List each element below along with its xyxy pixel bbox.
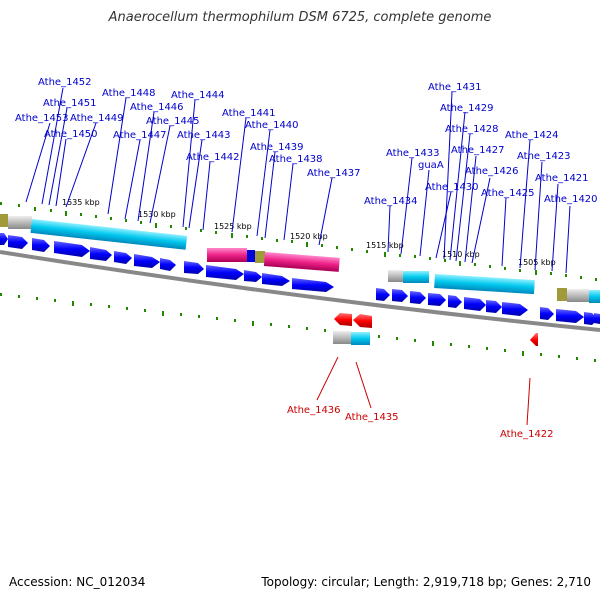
gene-label: Athe_1437 [307,168,361,179]
pseudo-feature [388,270,403,282]
forward-gene-arrow [540,307,554,320]
reverse-gene-arrow [334,313,352,326]
gene-label: Athe_1426 [465,166,519,177]
scale-label: 1535 kbp [62,198,100,207]
forward-gene-arrow [32,238,50,252]
forward-gene-arrow [464,297,486,311]
gene-label: Athe_1451 [43,98,97,109]
gene-label: Athe_1436 [287,405,341,416]
reverse-labels: Athe_1436 Athe_1435 Athe_1422 [287,405,554,440]
gene-label: Athe_1429 [440,103,494,114]
gene-label: guaA [418,160,444,171]
forward-gene-arrow [184,261,204,274]
forward-genes [0,233,600,325]
gene-label: Athe_1453 [15,113,69,124]
forward-gene-arrow [8,235,28,249]
scale-label: 1505 kbp [518,258,556,267]
gene-label: Athe_1445 [146,116,200,127]
forward-gene-arrow [54,241,90,257]
scale-label: 1530 kbp [138,210,176,219]
genome-summary-text: Topology: circular; Length: 2,919,718 bp… [261,575,591,589]
rrna-feature [403,271,429,283]
forward-gene-arrow [502,302,528,316]
forward-gene-arrow [134,254,160,268]
forward-gene-arrow [114,251,132,264]
gene-label: Athe_1452 [38,77,92,88]
gene-label: Athe_1420 [544,194,598,205]
reverse-gene-arrow [530,333,538,346]
forward-gene-arrow [376,288,390,301]
forward-gene-arrow [262,273,290,286]
forward-gene-arrow [486,300,502,313]
lower-tick-row [0,293,596,362]
scale-label: 1520 kbp [290,232,328,241]
pseudo-feature [8,216,32,229]
forward-gene-arrow [160,258,176,271]
forward-gene-arrow [556,309,584,323]
forward-feature-bars [0,214,600,303]
trna-feature [263,252,340,272]
forward-gene-arrow [206,265,244,280]
forward-gene-arrow [448,295,462,308]
forward-labels: Athe_1452 Athe_1451 Athe_1453 Athe_1450 … [15,77,598,207]
rrna-feature [351,332,370,345]
scale-label: 1510 kbp [442,250,480,259]
gene-label: Athe_1423 [517,151,571,162]
gene-label: Athe_1442 [186,152,240,163]
gene-label: Athe_1438 [269,154,323,165]
gene-label: Athe_1450 [44,129,98,140]
gene-label: Athe_1424 [505,130,559,141]
upper-tick-row [0,202,597,281]
gene-label: Athe_1430 [425,182,479,193]
gene-label: Athe_1440 [245,120,299,131]
gene-label: Athe_1421 [535,173,589,184]
rrna-feature [30,219,188,250]
scale-label: 1515 kbp [366,241,404,250]
gene-label: Athe_1441 [222,108,276,119]
map-title: Anaerocellum thermophilum DSM 6725, comp… [108,10,492,25]
gene-label: Athe_1448 [102,88,156,99]
genome-backbone [0,250,600,332]
gene-label: Athe_1427 [451,145,505,156]
forward-gene-arrow [0,233,8,245]
forward-leader-lines [25,87,571,274]
gene-label: Athe_1425 [481,188,535,199]
reverse-features [333,313,538,346]
gene-label: Athe_1444 [171,90,225,101]
gene-label: Athe_1446 [130,102,184,113]
olive-feature [557,288,567,301]
gene-label: Athe_1428 [445,124,499,135]
gene-label: Athe_1422 [500,429,554,440]
forward-gene-arrow [428,293,446,306]
forward-gene-arrow [244,270,262,282]
gene-label: Athe_1449 [70,113,124,124]
gene-label: Athe_1447 [113,130,167,141]
pseudo-feature [567,289,589,302]
gene-label: Athe_1435 [345,412,399,423]
olive-feature [0,214,8,227]
trna-feature [207,248,247,262]
pseudo-feature [333,331,351,344]
forward-gene-arrow [410,291,426,304]
reverse-gene-arrow [353,314,372,328]
gene-label: Athe_1433 [386,148,440,159]
forward-gene-arrow [292,278,334,292]
olive-feature [255,251,265,263]
rrna-feature [434,274,535,295]
forward-gene-arrow [90,247,112,261]
gene-label: Athe_1443 [177,130,231,141]
accession-text: Accession: NC_012034 [9,575,146,589]
forward-gene-arrow [594,313,600,324]
reverse-leader-lines [316,356,531,426]
small-blue-feature [247,250,255,262]
gene-label: Athe_1431 [428,82,482,93]
gene-label: Athe_1434 [364,196,418,207]
forward-gene-arrow [392,289,408,302]
rrna-feature [589,290,600,303]
gene-label: Athe_1439 [250,142,304,153]
